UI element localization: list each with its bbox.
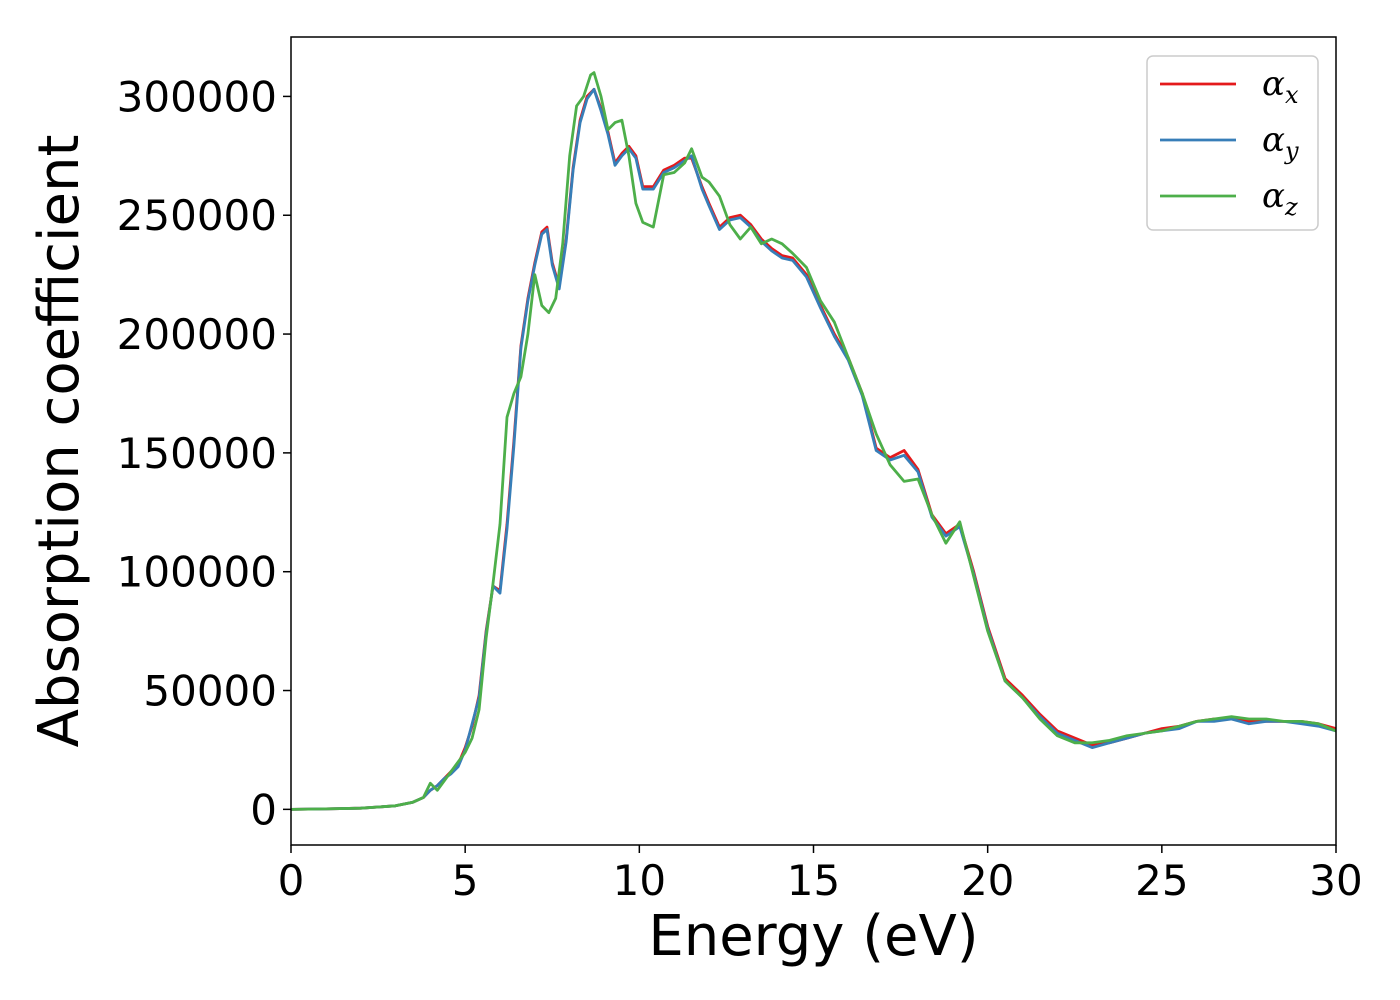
y-tick-label: 300000: [117, 72, 277, 121]
x-axis-title: Energy (eV): [648, 904, 978, 969]
x-tick-label: 0: [278, 856, 305, 905]
legend-box: [1146, 55, 1319, 231]
legend-label-z: αz: [1262, 176, 1298, 221]
legend-symbol: α: [1262, 120, 1285, 160]
legend-label-x: αx: [1262, 64, 1299, 109]
y-tick-label: 150000: [117, 429, 277, 478]
x-axis: 0 5 10 15 20 25 30: [278, 845, 1363, 905]
x-tick-label: 15: [787, 856, 840, 905]
y-tick-label: 50000: [143, 667, 277, 716]
legend-subscript: z: [1284, 193, 1298, 221]
x-tick-label: 25: [1135, 856, 1188, 905]
x-tick-label: 20: [961, 856, 1014, 905]
y-axis-title: Absorption coefficient: [27, 135, 92, 748]
x-tick-label: 10: [613, 856, 666, 905]
legend-symbol: α: [1262, 64, 1285, 104]
legend-symbol: α: [1262, 176, 1285, 216]
x-tick-label: 5: [452, 856, 479, 905]
legend-subscript: x: [1285, 81, 1299, 109]
legend-label-y: αy: [1262, 120, 1299, 165]
y-tick-label: 200000: [117, 310, 277, 359]
series-line-z: [291, 71, 1336, 811]
y-tick-label: 100000: [117, 548, 277, 597]
y-tick-label: 0: [250, 785, 277, 834]
x-tick-label: 30: [1309, 856, 1362, 905]
legend-subscript: y: [1284, 137, 1299, 165]
series-layer: [291, 71, 1336, 811]
y-axis: 0 50000 100000 150000 200000 250000 300000: [117, 72, 291, 834]
y-tick-label: 250000: [117, 191, 277, 240]
